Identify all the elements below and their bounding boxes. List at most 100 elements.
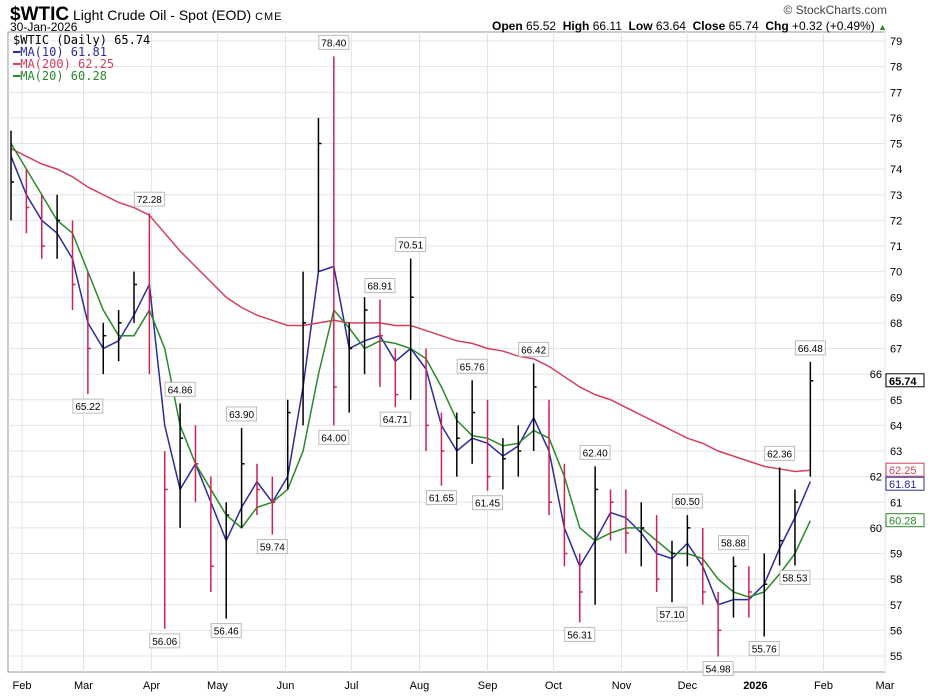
- x-tick-label: Sep: [478, 680, 498, 692]
- annotation-box: [564, 626, 596, 642]
- open-label: Open: [492, 19, 523, 33]
- last-value-label: 62.25: [889, 465, 917, 477]
- legend-ma200: ━MA(200) 62.25: [13, 57, 115, 71]
- annotation-label: 63.90: [229, 410, 254, 421]
- annotation-label: 56.46: [214, 627, 239, 638]
- annotation-box: [717, 535, 749, 551]
- chg-value: +0.32 (+0.49%): [792, 19, 875, 33]
- annotation-label: 66.48: [798, 344, 823, 355]
- annotation-box: [364, 278, 396, 294]
- last-value-tag: [885, 476, 925, 491]
- last-value-label: 65.74: [889, 376, 917, 388]
- y-tick-label: 61: [890, 497, 902, 509]
- annotation-box: [149, 633, 181, 649]
- annotation-box: [72, 398, 104, 414]
- annotation-box: [210, 623, 242, 639]
- y-tick-label: 75: [890, 139, 902, 151]
- annotation-label: 68.91: [367, 282, 392, 293]
- legend-ma20: ━MA(20) 60.28: [13, 69, 107, 83]
- annotation-label: 55.76: [752, 645, 777, 656]
- annotation-label: 64.00: [321, 433, 346, 444]
- annotation-box: [226, 406, 258, 422]
- y-tick-label: 73: [890, 190, 902, 202]
- legend-ma10: ━MA(10) 61.81: [13, 45, 107, 59]
- annotation-label: 64.86: [168, 385, 193, 396]
- y-tick-label: 69: [890, 292, 902, 304]
- annotation-label: 65.22: [75, 402, 100, 413]
- annotation-label: 59.74: [260, 543, 285, 554]
- copyright: © StockCharts.com: [783, 3, 887, 17]
- x-tick-label: Nov: [612, 680, 632, 692]
- last-value-label: 61.81: [889, 479, 917, 491]
- y-tick-label: 57: [890, 600, 902, 612]
- ohlc-readout: Open 65.52 High 66.11 Low 63.64 Close 65…: [492, 19, 887, 33]
- x-tick-label: Mar: [876, 680, 895, 692]
- annotation-box: [425, 490, 457, 506]
- close-label: Close: [692, 19, 726, 33]
- y-tick-label: 55: [890, 651, 902, 663]
- exchange: CME: [255, 11, 283, 23]
- annotation-box: [779, 570, 811, 586]
- y-tick-label: 67: [890, 344, 902, 356]
- annotation-box: [164, 381, 196, 397]
- x-tick-label: Mar: [74, 680, 93, 692]
- annotation-label: 60.50: [675, 497, 700, 508]
- last-value-tag: [885, 373, 925, 388]
- annotation-label: 58.88: [721, 539, 746, 550]
- legend: $WTIC (Daily) 65.74 ━MA(10) 61.81 ━MA(20…: [13, 34, 150, 82]
- annotation-label: 62.40: [583, 448, 608, 459]
- annotation-label: 66.42: [521, 345, 546, 356]
- y-tick-label: 78: [890, 62, 902, 74]
- annotation-label: 65.76: [460, 362, 485, 373]
- annotation-box: [764, 445, 796, 461]
- annotation-box: [318, 429, 350, 445]
- last-value-tag: [885, 513, 925, 528]
- annotation-label: 72.28: [137, 195, 162, 206]
- y-tick-label: 79: [890, 36, 902, 48]
- chart-date: 30-Jan-2026: [10, 20, 78, 34]
- annotation-box: [671, 493, 703, 509]
- open-value: 65.52: [526, 19, 557, 33]
- chg-label: Chg: [765, 19, 789, 33]
- symbol: $WTIC: [10, 4, 70, 25]
- y-tick-label: 66: [870, 369, 882, 381]
- y-tick-label: 72: [890, 215, 902, 227]
- annotation-box: [794, 340, 826, 356]
- annotation-label: 62.36: [767, 449, 792, 460]
- last-value-tag: [885, 462, 925, 477]
- y-tick-label: 76: [890, 113, 902, 125]
- annotation-label: 54.98: [706, 665, 731, 676]
- x-tick-label: May: [207, 680, 228, 692]
- y-tick-label: 60: [870, 523, 882, 535]
- y-tick-label: 58: [890, 574, 902, 586]
- y-tick-label: 62: [870, 472, 882, 484]
- annotation-label: 61.45: [475, 499, 500, 510]
- x-tick-label: Dec: [678, 680, 698, 692]
- annotation-box: [472, 495, 504, 511]
- y-tick-label: 77: [890, 87, 902, 99]
- annotation-box: [748, 641, 780, 657]
- x-tick-label: Feb: [13, 680, 32, 692]
- annotation-box: [456, 358, 488, 374]
- annotation-box: [379, 411, 411, 427]
- annotation-box: [318, 34, 350, 50]
- annotation-label: 56.31: [567, 630, 592, 641]
- annotation-label: 70.51: [398, 241, 423, 252]
- annotation-label: 64.71: [383, 415, 408, 426]
- annotation-box: [656, 606, 688, 622]
- y-tick-label: 63: [890, 446, 902, 458]
- high-value: 66.11: [592, 19, 622, 33]
- annotation-label: 57.10: [659, 610, 684, 621]
- plot-area: [7, 31, 886, 673]
- annotation-label: 58.53: [782, 574, 807, 585]
- annotation-label: 56.06: [152, 637, 177, 648]
- high-label: High: [562, 19, 590, 33]
- x-tick-label: Feb: [814, 680, 833, 692]
- low-value: 63.64: [655, 19, 686, 33]
- annotation-label: 61.65: [429, 494, 454, 505]
- y-tick-label: 68: [890, 318, 902, 330]
- annotation-box: [579, 444, 611, 460]
- close-value: 65.74: [728, 19, 759, 33]
